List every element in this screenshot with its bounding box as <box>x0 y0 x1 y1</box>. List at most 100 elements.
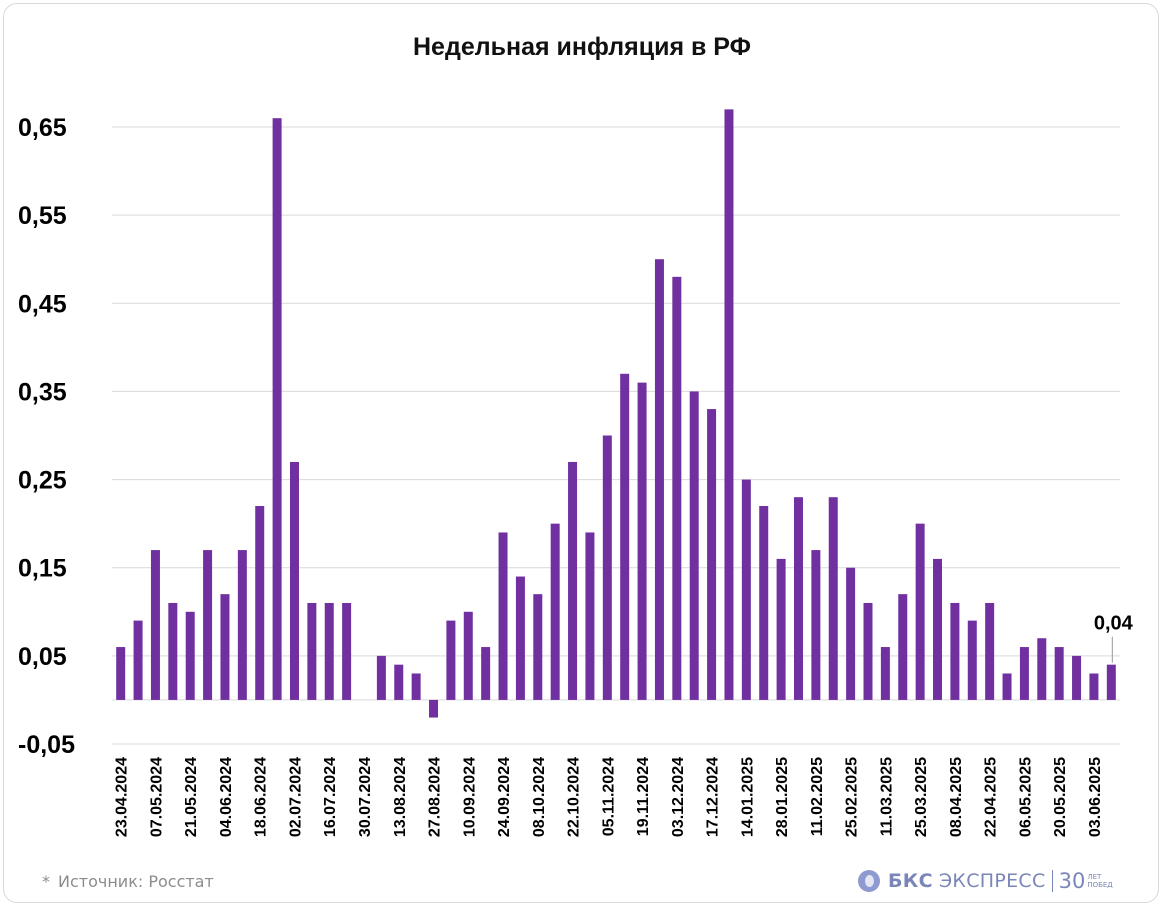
x-tick-label: 11.02.2025 <box>809 757 826 836</box>
x-tick-label: 07.05.2024 <box>148 757 165 837</box>
bar <box>289 461 299 700</box>
x-tick-label: 22.04.2025 <box>983 757 1000 837</box>
logo-brand-2: ЭКСПРЕСС <box>938 870 1046 892</box>
x-tick-label: 06.05.2025 <box>1017 757 1034 837</box>
y-tick-label: 0,45 <box>18 290 67 318</box>
y-tick-label: 0,35 <box>18 378 67 406</box>
x-tick-label: 08.04.2025 <box>948 757 965 837</box>
logo-line-2: ПОБЕД <box>1087 881 1113 889</box>
x-tick-label: 03.06.2025 <box>1087 757 1104 837</box>
bar <box>898 594 908 700</box>
bar <box>1072 655 1082 700</box>
x-tick-label: 25.02.2025 <box>844 757 861 837</box>
y-tick-label: 0,55 <box>18 202 67 230</box>
bar <box>741 479 751 700</box>
bar <box>793 497 803 700</box>
bar <box>168 602 178 700</box>
bar <box>637 382 647 700</box>
bar <box>846 567 856 700</box>
logo-line-1: ЛЕТ <box>1087 873 1102 881</box>
x-tick-label: 17.12.2024 <box>705 757 722 837</box>
source-text: Источник: Росстат <box>58 872 214 891</box>
data-label: 0,04 <box>1094 613 1134 635</box>
x-tick-label: 13.08.2024 <box>392 757 409 837</box>
bar <box>533 594 543 700</box>
bar <box>672 276 682 700</box>
bar <box>1037 638 1047 700</box>
x-tick-label: 14.01.2025 <box>739 757 756 837</box>
bar <box>376 655 386 700</box>
bar <box>915 523 925 700</box>
bar <box>498 532 508 700</box>
bar <box>272 118 282 700</box>
bar <box>342 602 352 700</box>
y-tick-label: 0,15 <box>18 555 67 583</box>
bar <box>863 602 873 700</box>
bar <box>1089 673 1099 700</box>
bar <box>1106 664 1116 700</box>
bar <box>707 409 717 700</box>
bar <box>950 602 960 700</box>
bar <box>933 558 943 700</box>
bar <box>394 664 404 700</box>
x-tick-label: 18.06.2024 <box>253 757 270 837</box>
logo-separator <box>1051 870 1053 892</box>
bar <box>150 550 160 700</box>
bar <box>811 550 821 700</box>
x-tick-label: 27.08.2024 <box>427 757 444 837</box>
bar <box>568 461 578 700</box>
x-tick-label: 23.04.2024 <box>114 757 131 837</box>
bar <box>185 611 195 700</box>
bar <box>481 647 491 700</box>
y-tick-label: 0,25 <box>18 467 67 495</box>
bar <box>203 550 213 700</box>
chart-title: Недельная инфляция в РФ <box>413 33 751 61</box>
x-tick-label: 30.07.2024 <box>357 757 374 837</box>
bar <box>620 373 630 700</box>
bar <box>967 620 977 700</box>
x-tick-label: 03.12.2024 <box>670 757 687 837</box>
source-star: * <box>42 872 50 891</box>
logo-number: 30 <box>1058 869 1086 893</box>
bar <box>116 647 126 700</box>
bar <box>1002 673 1012 700</box>
bar <box>307 602 317 700</box>
bar <box>411 673 421 700</box>
x-tick-label: 16.07.2024 <box>322 757 339 837</box>
bar <box>255 506 265 700</box>
bar <box>1054 647 1064 700</box>
bar <box>828 497 838 700</box>
x-tick-label: 28.01.2025 <box>774 757 791 837</box>
y-tick-label: -0,05 <box>18 731 75 759</box>
bks-logo-icon <box>858 870 880 892</box>
bks-express-logo: БКС ЭКСПРЕСС 30 ЛЕТ ПОБЕД <box>858 868 1113 894</box>
x-tick-label: 04.06.2024 <box>218 757 235 837</box>
y-tick-label: 0,05 <box>18 643 67 671</box>
bar <box>985 602 995 700</box>
bar <box>237 550 247 700</box>
bar <box>689 391 699 700</box>
bar <box>220 594 230 700</box>
x-tick-label: 24.09.2024 <box>496 757 513 837</box>
bar <box>602 435 612 700</box>
source-note: * Источник: Росстат <box>42 872 214 891</box>
x-tick-label: 19.11.2024 <box>635 757 652 836</box>
bar <box>429 699 439 718</box>
bar <box>724 109 734 700</box>
logo-subtext: ЛЕТ ПОБЕД <box>1087 873 1112 889</box>
bar <box>515 576 525 700</box>
x-tick-label: 08.10.2024 <box>531 757 548 837</box>
bar <box>1019 647 1029 700</box>
bar <box>324 602 334 700</box>
x-tick-label: 11.03.2025 <box>878 757 895 836</box>
x-tick-label: 02.07.2024 <box>287 757 304 837</box>
y-tick-label: 0,65 <box>18 114 67 142</box>
x-tick-label: 21.05.2024 <box>183 757 200 837</box>
bar <box>446 620 456 700</box>
x-tick-label: 05.11.2024 <box>600 757 617 836</box>
x-tick-label: 22.10.2024 <box>566 757 583 837</box>
bar <box>585 532 595 700</box>
bar <box>463 611 473 700</box>
bar <box>654 259 664 700</box>
bar <box>759 506 769 700</box>
